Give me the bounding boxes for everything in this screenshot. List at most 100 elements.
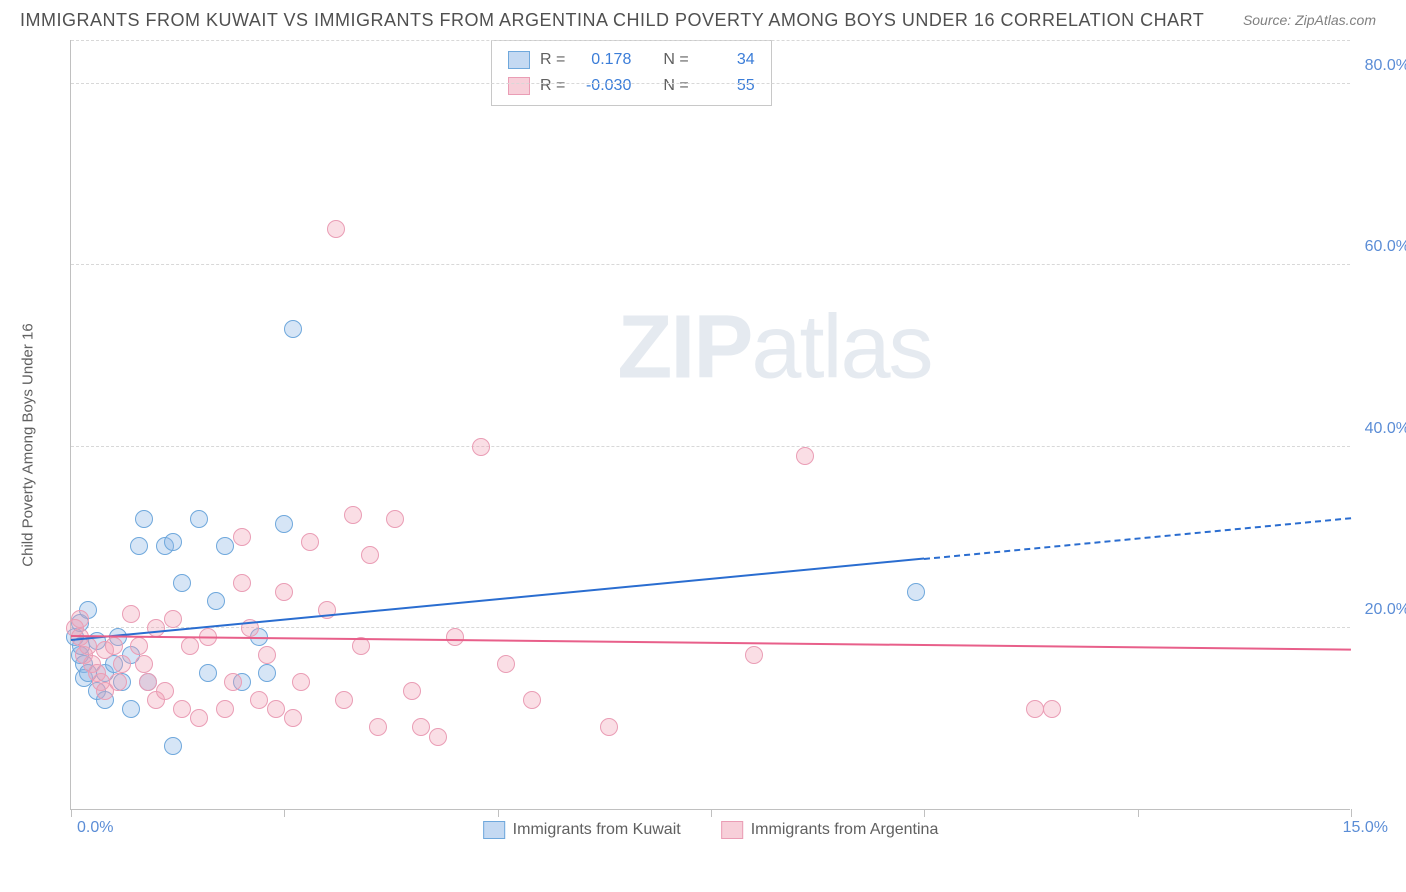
chart-container: Child Poverty Among Boys Under 16 ZIPatl… <box>50 40 1390 850</box>
y-tick-label: 40.0% <box>1365 420 1406 438</box>
data-point <box>216 700 234 718</box>
data-point <box>361 546 379 564</box>
x-axis-origin: 0.0% <box>77 819 113 837</box>
r-label: R = <box>540 73 565 99</box>
data-point <box>429 728 447 746</box>
grid-line <box>71 40 1350 41</box>
data-point <box>275 583 293 601</box>
data-point <box>600 718 618 736</box>
y-axis-label: Child Poverty Among Boys Under 16 <box>20 323 37 566</box>
data-point <box>130 537 148 555</box>
legend-row-1: R = 0.178 N = 34 <box>508 47 755 73</box>
data-point <box>258 664 276 682</box>
source-attribution: Source: ZipAtlas.com <box>1243 12 1376 28</box>
trend-line-kuwait-extrapolated <box>924 517 1351 560</box>
n-value-1: 34 <box>699 47 755 73</box>
r-value-1: 0.178 <box>575 47 631 73</box>
data-point <box>164 610 182 628</box>
x-axis-max: 15.0% <box>1343 819 1388 837</box>
series-legend: Immigrants from Kuwait Immigrants from A… <box>483 821 939 839</box>
grid-line <box>71 627 1350 628</box>
data-point <box>497 655 515 673</box>
data-point <box>224 673 242 691</box>
data-point <box>446 628 464 646</box>
chart-title: IMMIGRANTS FROM KUWAIT VS IMMIGRANTS FRO… <box>20 10 1204 31</box>
data-point <box>292 673 310 691</box>
series-name-2: Immigrants from Argentina <box>751 821 939 839</box>
data-point <box>258 646 276 664</box>
data-point <box>275 515 293 533</box>
data-point <box>301 533 319 551</box>
data-point <box>907 583 925 601</box>
y-tick-label: 20.0% <box>1365 601 1406 619</box>
trend-line-kuwait <box>71 558 925 642</box>
y-tick-label: 60.0% <box>1365 238 1406 256</box>
data-point <box>71 610 89 628</box>
y-tick-label: 80.0% <box>1365 57 1406 75</box>
r-value-2: -0.030 <box>575 73 631 99</box>
data-point <box>147 619 165 637</box>
watermark: ZIPatlas <box>617 296 931 399</box>
data-point <box>386 510 404 528</box>
data-point <box>122 700 140 718</box>
data-point <box>109 673 127 691</box>
data-point <box>335 691 353 709</box>
data-point <box>105 637 123 655</box>
data-point <box>796 447 814 465</box>
x-tick <box>1351 809 1352 817</box>
data-point <box>233 528 251 546</box>
legend-row-2: R = -0.030 N = 55 <box>508 73 755 99</box>
x-tick <box>498 809 499 817</box>
n-label: N = <box>663 73 688 99</box>
data-point <box>267 700 285 718</box>
grid-line <box>71 264 1350 265</box>
legend-item-argentina: Immigrants from Argentina <box>721 821 939 839</box>
data-point <box>113 655 131 673</box>
watermark-light: atlas <box>751 297 931 397</box>
data-point <box>472 438 490 456</box>
n-value-2: 55 <box>699 73 755 99</box>
data-point <box>135 510 153 528</box>
x-tick <box>71 809 72 817</box>
legend-item-kuwait: Immigrants from Kuwait <box>483 821 681 839</box>
data-point <box>190 709 208 727</box>
data-point <box>164 737 182 755</box>
correlation-legend: R = 0.178 N = 34 R = -0.030 N = 55 <box>491 40 772 106</box>
data-point <box>344 506 362 524</box>
swatch-argentina <box>508 77 530 95</box>
data-point <box>190 510 208 528</box>
data-point <box>369 718 387 736</box>
swatch-kuwait <box>483 821 505 839</box>
data-point <box>1043 700 1061 718</box>
x-tick <box>924 809 925 817</box>
data-point <box>173 574 191 592</box>
data-point <box>164 533 182 551</box>
data-point <box>250 691 268 709</box>
swatch-kuwait <box>508 51 530 69</box>
data-point <box>122 605 140 623</box>
data-point <box>327 220 345 238</box>
data-point <box>156 682 174 700</box>
data-point <box>284 320 302 338</box>
data-point <box>135 655 153 673</box>
data-point <box>1026 700 1044 718</box>
plot-area: ZIPatlas R = 0.178 N = 34 R = -0.030 N =… <box>70 40 1350 810</box>
data-point <box>199 664 217 682</box>
data-point <box>173 700 191 718</box>
data-point <box>207 592 225 610</box>
r-label: R = <box>540 47 565 73</box>
x-tick <box>1138 809 1139 817</box>
data-point <box>284 709 302 727</box>
data-point <box>523 691 541 709</box>
swatch-argentina <box>721 821 743 839</box>
n-label: N = <box>663 47 688 73</box>
grid-line <box>71 446 1350 447</box>
data-point <box>216 537 234 555</box>
watermark-bold: ZIP <box>617 297 751 397</box>
data-point <box>412 718 430 736</box>
x-tick <box>711 809 712 817</box>
data-point <box>130 637 148 655</box>
data-point <box>233 574 251 592</box>
series-name-1: Immigrants from Kuwait <box>513 821 681 839</box>
data-point <box>403 682 421 700</box>
